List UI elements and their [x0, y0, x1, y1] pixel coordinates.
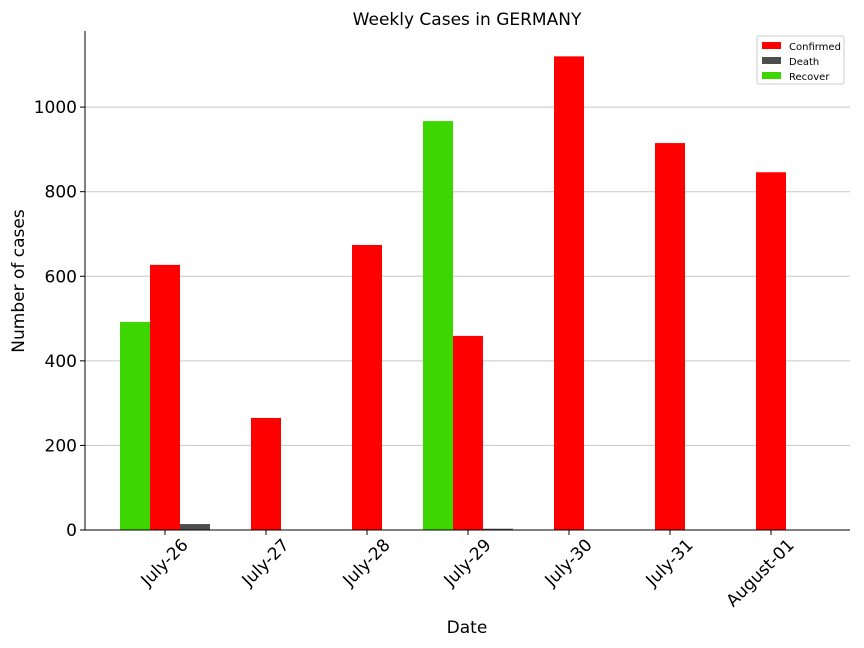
bars: [120, 56, 786, 531]
x-axis-label: Date: [447, 618, 488, 638]
y-tick-label: 1000: [34, 98, 77, 118]
x-tick-label: August-01: [723, 535, 799, 611]
x-tick-label: July-30: [541, 535, 597, 591]
bar-confirmed: [453, 335, 483, 530]
x-ticks: July-26 July-27 July-28 July-29 July-30 July-…: [137, 530, 799, 611]
bar-confirmed: [655, 143, 685, 531]
chart-title: Weekly Cases in GERMANY: [353, 10, 582, 30]
bar-death: [180, 524, 210, 530]
x-tick-label: July-31: [642, 535, 698, 591]
y-axis-label: Number of cases: [9, 209, 29, 353]
y-tick-label: 0: [66, 521, 77, 541]
legend-label: Recover: [789, 72, 830, 83]
x-tick-label: July-29: [440, 535, 496, 591]
legend-label: Death: [789, 57, 819, 68]
legend-label: Confirmed: [789, 42, 841, 53]
y-tick-label: 800: [45, 183, 77, 203]
bar-recover: [120, 321, 150, 530]
bar-recover: [423, 121, 453, 530]
legend-swatch: [762, 57, 781, 64]
y-tick-label: 600: [45, 267, 77, 287]
bar-confirmed: [352, 244, 382, 530]
x-tick-label: July-27: [238, 535, 294, 591]
x-tick-label: July-26: [137, 535, 193, 591]
bar-confirmed: [756, 172, 786, 530]
bar-confirmed: [150, 264, 180, 530]
bar-confirmed: [251, 417, 281, 530]
legend-swatch: [762, 72, 781, 79]
bar-death: [483, 528, 513, 530]
y-tick-label: 400: [45, 352, 77, 372]
x-tick-label: July-28: [339, 535, 395, 591]
y-tick-label: 200: [45, 436, 77, 456]
y-ticks: 0 200 400 600 800 1000: [34, 98, 85, 541]
gridlines: [85, 106, 850, 446]
legend-swatch: [762, 42, 781, 49]
legend: Confirmed Death Recover: [756, 35, 845, 85]
bar-confirmed: [554, 56, 584, 530]
